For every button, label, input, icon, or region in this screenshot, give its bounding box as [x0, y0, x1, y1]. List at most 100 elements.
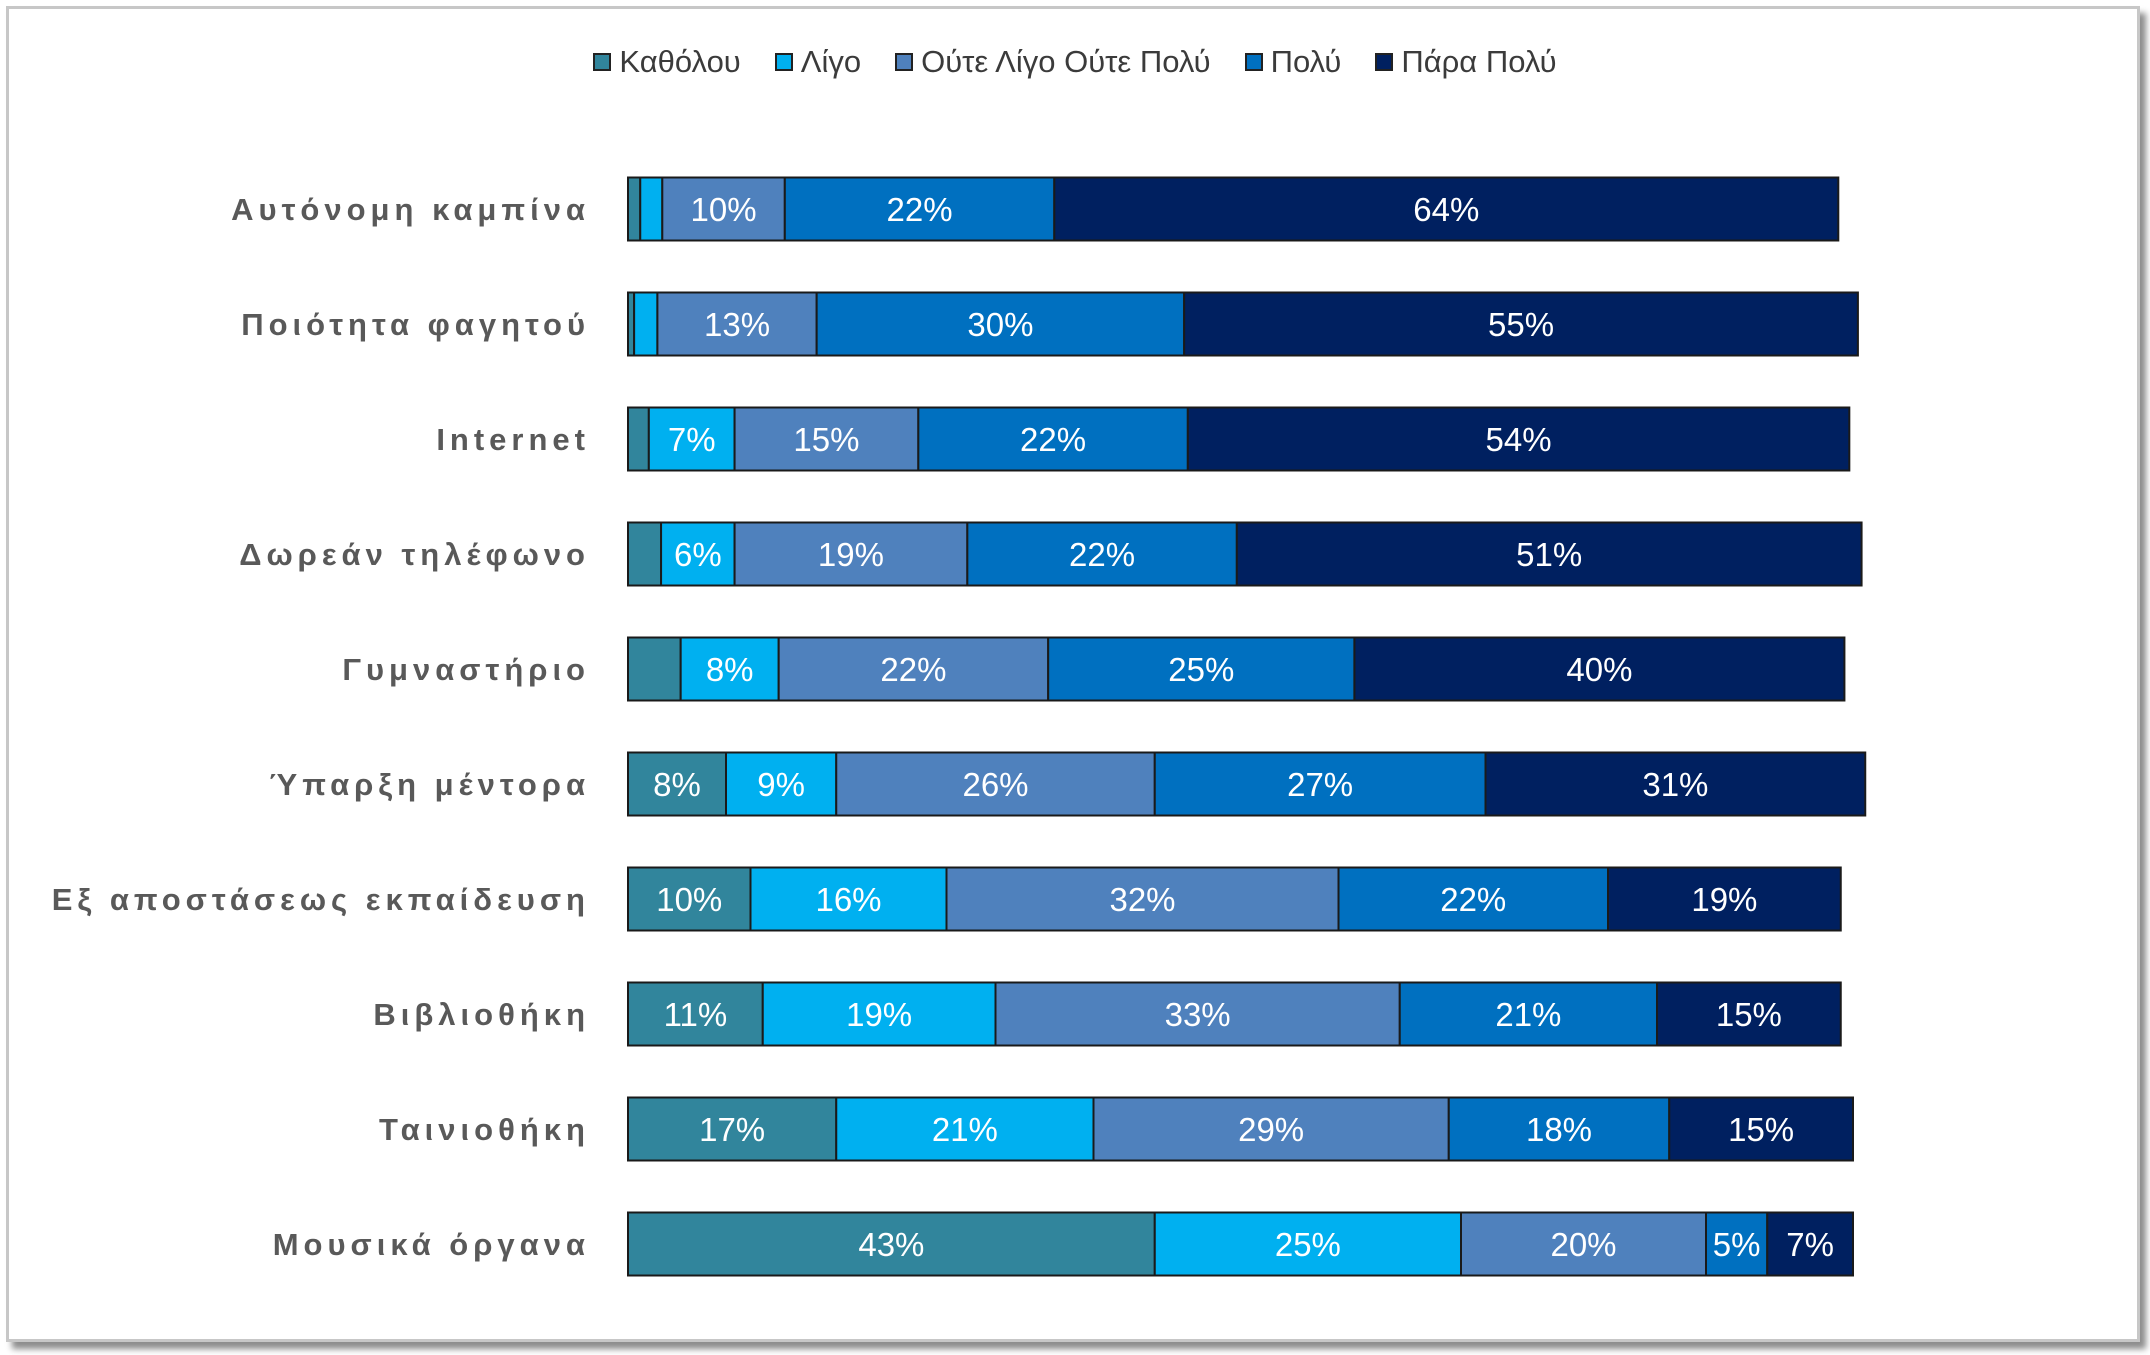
legend-item: Καθόλου [593, 44, 741, 80]
data-label: 22% [880, 651, 946, 688]
data-label: 19% [846, 996, 912, 1033]
bar-segment [1153, 751, 1487, 817]
data-label: 10% [691, 191, 757, 228]
data-label: 15% [1728, 1111, 1794, 1148]
data-label: 19% [818, 536, 884, 573]
category-label: Μουσικά όργανα [273, 1227, 590, 1262]
bar-segment [627, 1211, 1156, 1277]
bar-segment [1460, 1211, 1707, 1277]
legend-swatch [895, 53, 914, 71]
bar-segment [1183, 291, 1859, 357]
data-label: 32% [1109, 881, 1175, 918]
bar-segment [1607, 866, 1842, 932]
data-label: 29% [1238, 1111, 1304, 1148]
data-label: 21% [1495, 996, 1561, 1033]
legend-item: Λίγο [774, 44, 862, 80]
bar-segment [1353, 636, 1846, 702]
legend-item: Ούτε Λίγο Ούτε Πολύ [895, 44, 1211, 80]
bar-segment [1235, 521, 1863, 587]
bar-segment [679, 636, 780, 702]
data-label: 8% [706, 651, 754, 688]
category-label: Ποιότητα φαγητού [241, 307, 590, 342]
data-label: 21% [932, 1111, 998, 1148]
legend-swatch [593, 53, 612, 71]
bar-segment [1186, 406, 1851, 472]
category-label: Internet [436, 422, 590, 457]
bar-segment [627, 866, 752, 932]
data-label: 40% [1566, 651, 1632, 688]
data-label: 27% [1287, 766, 1353, 803]
bar-segment [627, 981, 764, 1047]
data-label: 43% [858, 1226, 924, 1263]
data-label: 18% [1526, 1111, 1592, 1148]
data-label: 55% [1488, 306, 1554, 343]
bar-segment [1484, 751, 1867, 817]
bar-segment [733, 521, 969, 587]
legend-label: Καθόλου [619, 44, 741, 79]
bar-segment [647, 406, 736, 472]
category-label: Αυτόνομη καμπίνα [231, 192, 590, 227]
category-label: Εξ αποστάσεως εκπαίδευση [52, 882, 590, 917]
data-label: 7% [668, 421, 716, 458]
legend-item: Πολύ [1244, 44, 1341, 80]
bar-segment [917, 406, 1189, 472]
category-label: Ταινιοθήκη [379, 1112, 590, 1147]
legend-swatch [1375, 53, 1394, 71]
data-label: 31% [1642, 766, 1708, 803]
category-label: Ύπαρξη μέντορα [268, 767, 590, 802]
bar-segment [627, 176, 642, 242]
bar-segment [1092, 1096, 1450, 1162]
data-label: 22% [1440, 881, 1506, 918]
legend-swatch [1244, 53, 1263, 71]
data-label: 19% [1691, 881, 1757, 918]
data-label: 5% [1713, 1226, 1761, 1263]
data-label: 13% [704, 306, 770, 343]
data-label: 7% [1786, 1226, 1834, 1263]
bar-segment [966, 521, 1238, 587]
bar-segment [660, 521, 736, 587]
data-label: 20% [1550, 1226, 1616, 1263]
bar-segment [994, 981, 1401, 1047]
bar-segment [656, 291, 818, 357]
data-label: 16% [815, 881, 881, 918]
legend-swatch [774, 53, 793, 71]
data-label: 64% [1413, 191, 1479, 228]
bar-segment [783, 176, 1056, 242]
data-label: 22% [887, 191, 953, 228]
bar-segment [1337, 866, 1609, 932]
chart-legend: Καθόλου Λίγο Ούτε Λίγο Ούτε Πολύ Πολύ Πάρα Π… [0, 44, 2150, 80]
data-label: 6% [674, 536, 722, 573]
legend-label: Λίγο [800, 44, 862, 79]
category-label: Βιβλιοθήκη [373, 997, 590, 1032]
bar-segment [1053, 176, 1840, 242]
bar-segment [627, 1096, 838, 1162]
bar-segment [815, 291, 1186, 357]
data-label: 22% [1069, 536, 1135, 573]
data-label: 11% [664, 996, 728, 1033]
bar-segment [1705, 1211, 1769, 1277]
bar-segment [633, 291, 659, 357]
bar-segment [627, 751, 727, 817]
bar-segment [1668, 1096, 1854, 1162]
data-label: 10% [656, 881, 722, 918]
bar-segment [627, 636, 682, 702]
data-label: 30% [967, 306, 1033, 343]
data-label: 26% [962, 766, 1028, 803]
data-label: 51% [1516, 536, 1582, 573]
bar-segment [835, 751, 1156, 817]
data-label: 22% [1020, 421, 1086, 458]
data-label: 8% [653, 766, 701, 803]
bar-segment [627, 406, 650, 472]
bar-segment [1398, 981, 1658, 1047]
bar-segment [733, 406, 920, 472]
data-label: 17% [699, 1111, 765, 1148]
data-label: 9% [757, 766, 805, 803]
bar-segment [835, 1096, 1095, 1162]
bar-segment [1766, 1211, 1854, 1277]
data-label: 25% [1168, 651, 1234, 688]
data-label: 15% [1716, 996, 1782, 1033]
bar-segment [627, 521, 663, 587]
data-label: 25% [1275, 1226, 1341, 1263]
category-label: Δωρεάν τηλέφωνο [239, 537, 590, 572]
